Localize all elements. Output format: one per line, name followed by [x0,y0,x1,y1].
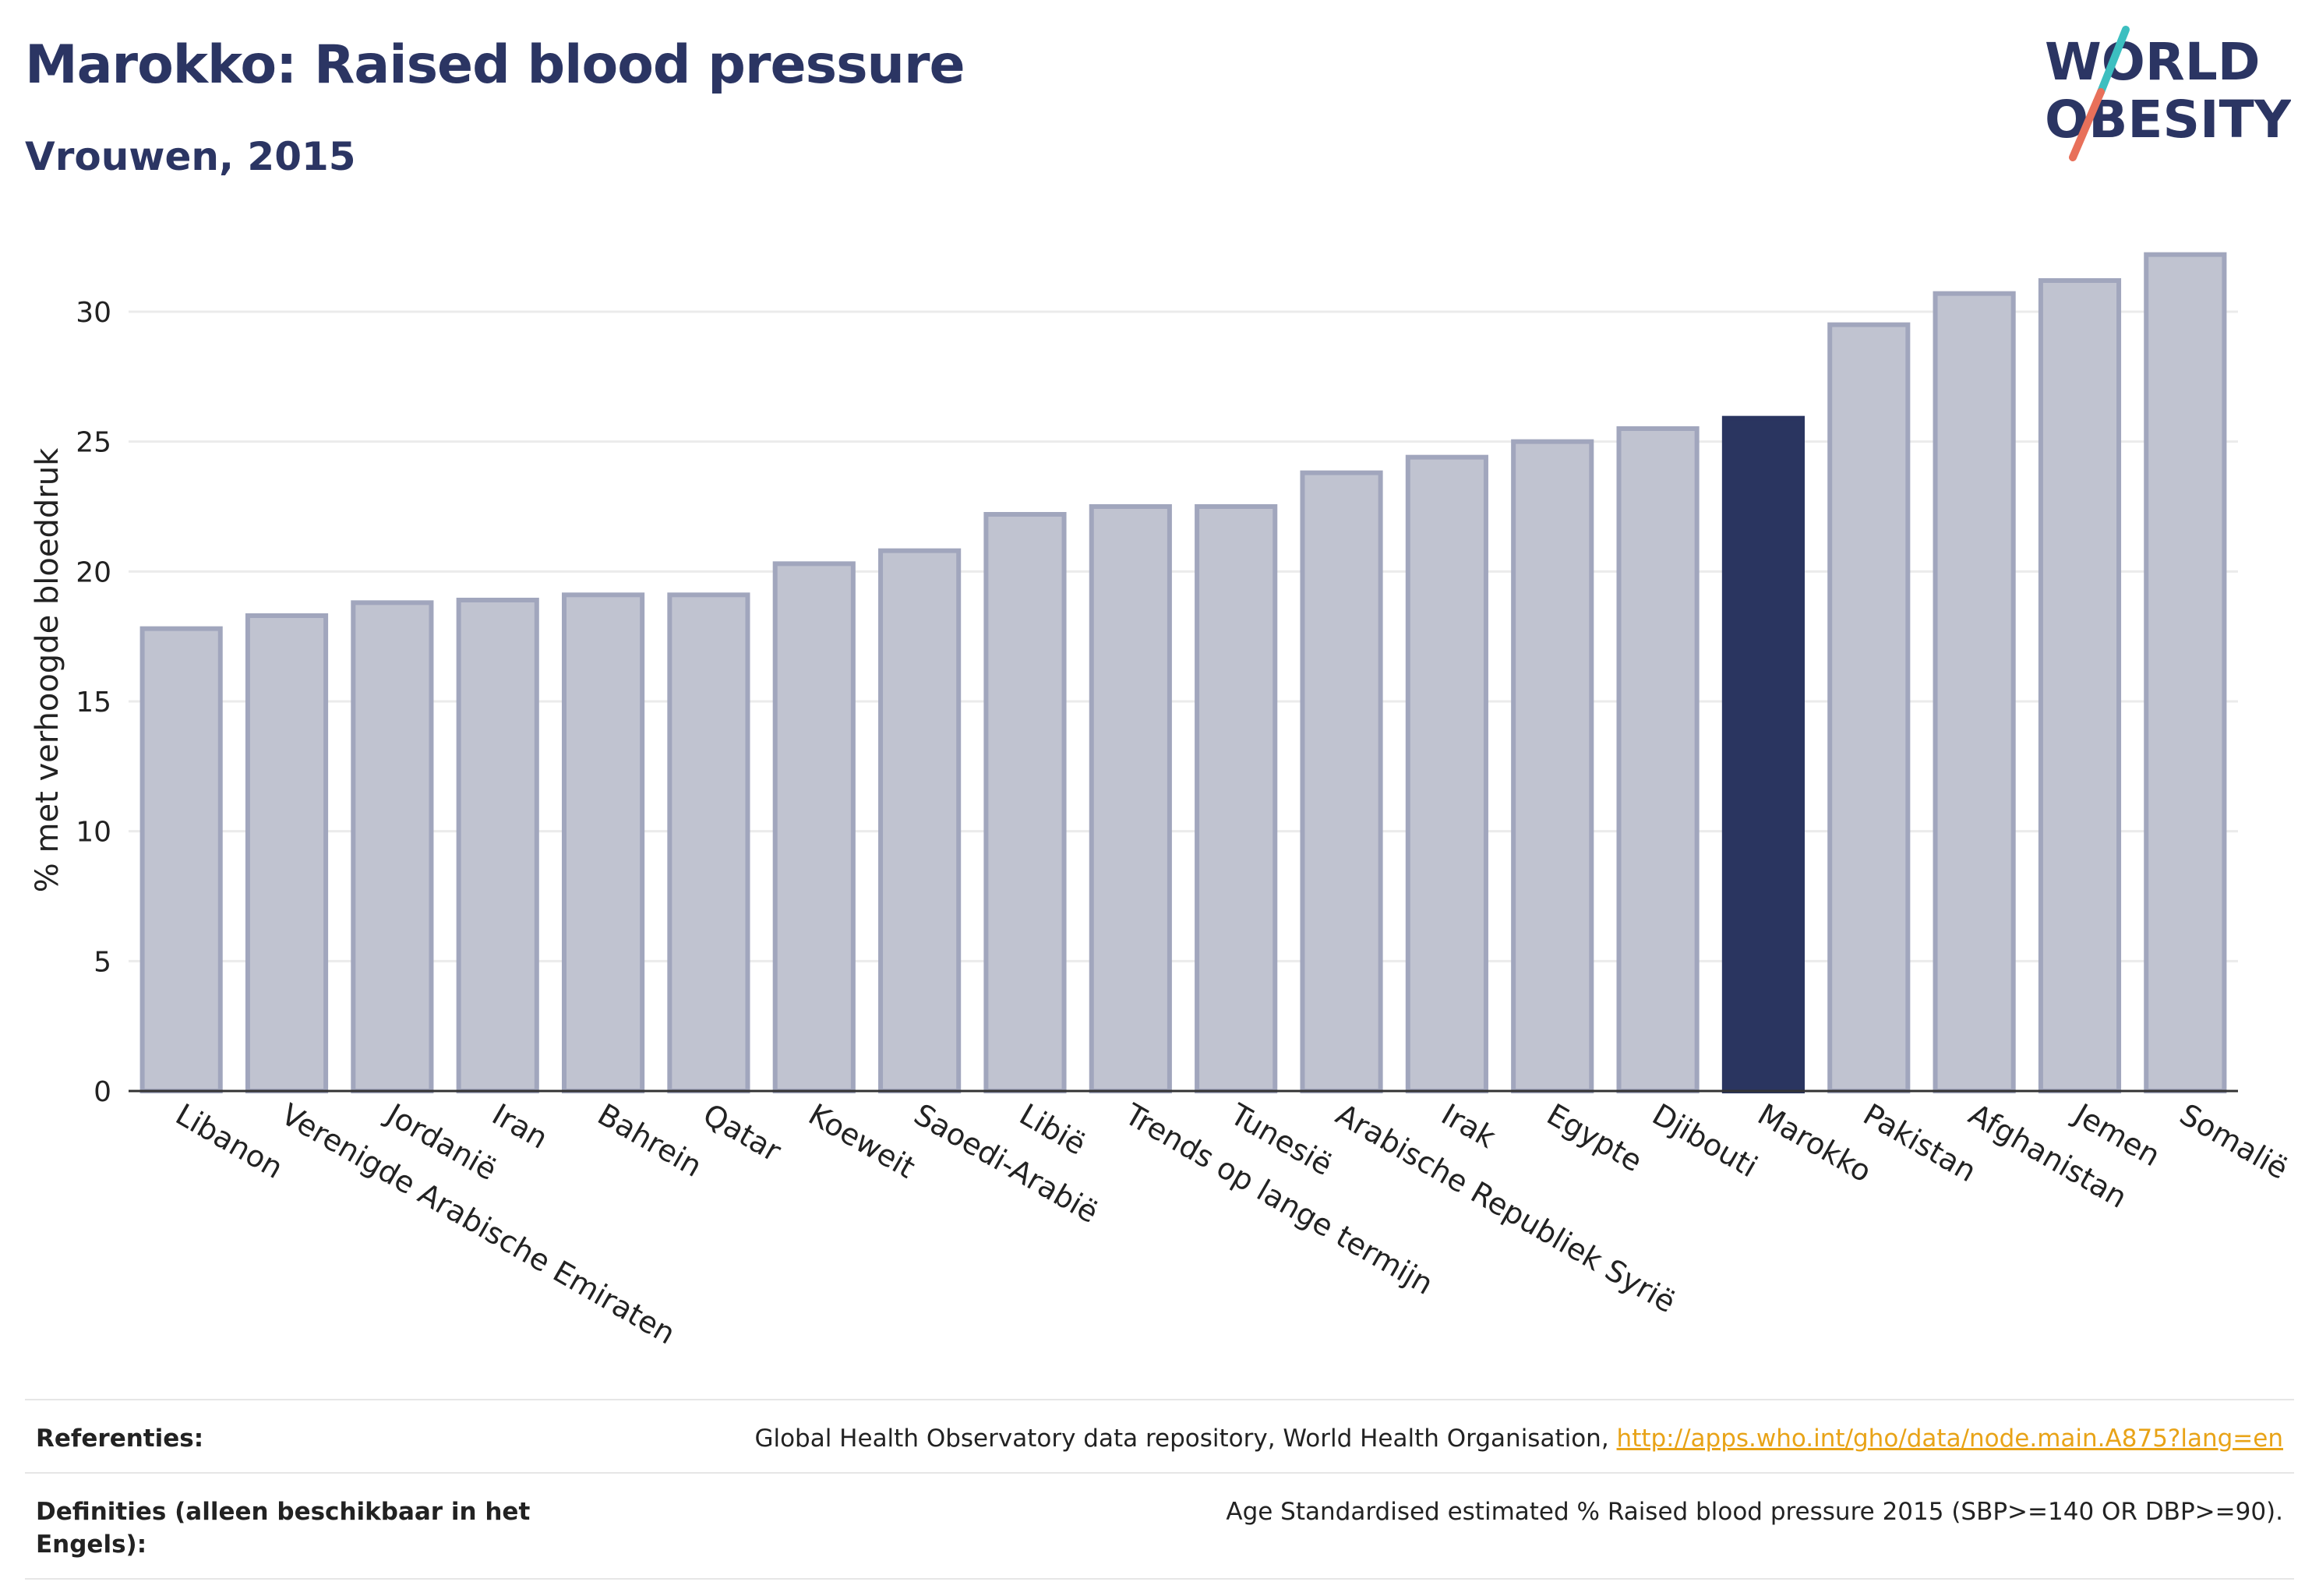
bar-verenigde-arabische-emiraten[interactable] [245,613,329,1093]
bar-tunesi-[interactable] [1195,504,1278,1093]
bar-pakistan[interactable] [1827,322,1911,1093]
footer-table: Referenties: Global Health Observatory d… [25,1399,2294,1580]
bar-chart: 0 5 10 15 20 25 30 % met verhoogde bloeddruk Lib… [30,252,2294,1351]
chart-title: Marokko: Raised blood pressure [25,34,965,96]
bar-irak[interactable] [1405,454,1488,1093]
bar-libi-[interactable] [983,512,1067,1093]
y-axis-title: % met verhoogde bloeddruk [30,447,65,892]
bar-afghanistan[interactable] [1933,291,2016,1093]
bar-iran[interactable] [456,598,539,1093]
bar-marokko[interactable] [1721,415,1806,1093]
bar-trends-op-lange-termijn[interactable] [1089,504,1172,1093]
bar-arabische-republiek-syri-[interactable] [1300,470,1383,1093]
definitions-row: Definities (alleen beschikbaar in het En… [25,1472,2294,1580]
x-category-label: Irak [1435,1097,1501,1155]
y-tick-label: 15 [76,687,111,719]
logo-line-world: WORLD [2045,32,2261,92]
x-category-label: Egypte [1541,1097,1648,1179]
x-category-label: Iran [486,1097,553,1156]
x-category-label: Somalië [2174,1097,2294,1186]
references-text: Global Health Observatory data repositor… [754,1425,1617,1453]
references-link[interactable]: http://apps.who.int/gho/data/node.main.A… [1616,1425,2283,1453]
bar-jemen[interactable] [2038,278,2122,1093]
references-label: Referenties: [36,1425,204,1453]
y-tick-label: 5 [94,946,111,978]
chart-subtitle: Vrouwen, 2015 [25,134,356,179]
bar-somali-[interactable] [2144,252,2227,1094]
bar-qatar[interactable] [667,592,750,1093]
logo-slash-bottom [2069,88,2105,161]
bar-saoedi-arabi-[interactable] [878,548,962,1093]
bar-koeweit[interactable] [772,561,856,1093]
definitions-label: Definities (alleen beschikbaar in het En… [36,1498,531,1559]
x-category-label: Pakistan [1858,1097,1982,1189]
x-category-label: Djibouti [1647,1097,1763,1185]
bar-djibouti[interactable] [1616,426,1700,1093]
x-category-label: Bahrein [592,1097,708,1184]
x-category-label: Libië [1014,1097,1092,1162]
references-value: Global Health Observatory data repositor… [754,1422,2283,1455]
x-category-label: Qatar [697,1097,787,1169]
x-category-label: Arabische Republiek Syrië [1330,1097,1682,1320]
bar-egypte[interactable] [1511,439,1594,1093]
bar-libanon[interactable] [139,626,223,1093]
x-category-label: Marokko [1752,1097,1877,1189]
y-tick-label: 25 [76,427,111,459]
y-tick-label: 0 [94,1076,111,1108]
x-category-label: Koeweit [803,1097,921,1185]
x-category-label: Saoedi-Arabië [909,1097,1104,1230]
y-tick-label: 10 [76,817,111,849]
definitions-value: Age Standardised estimated % Raised bloo… [1226,1498,2283,1526]
x-category-label: Libanon [170,1097,288,1185]
logo-slash-top [2097,26,2130,96]
references-row: Referenties: Global Health Observatory d… [25,1399,2294,1472]
y-tick-label: 20 [76,556,111,588]
world-obesity-logo: WORLD OBESITY [2045,26,2291,161]
y-tick-label: 30 [76,297,111,329]
bar-bahrein[interactable] [561,592,645,1093]
bar-jordani-[interactable] [351,600,434,1093]
